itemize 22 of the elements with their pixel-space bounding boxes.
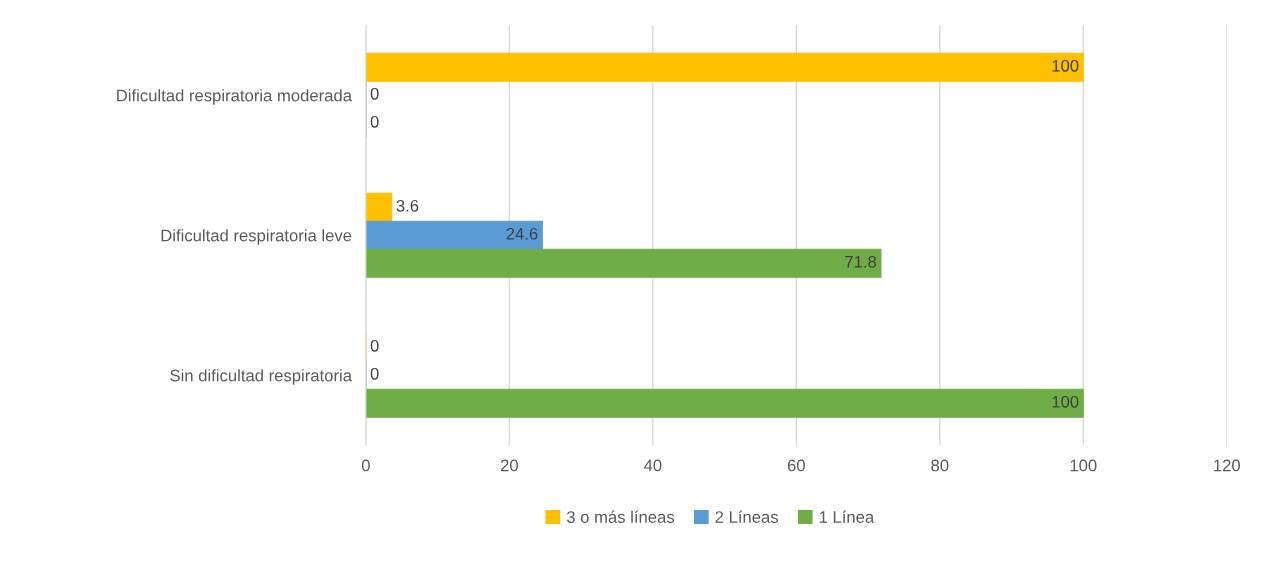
data-label: 100: [1052, 395, 1079, 408]
x-tick-label: 60: [787, 459, 805, 472]
x-tick-label: 80: [931, 459, 949, 472]
x-tick-label: 40: [643, 459, 662, 472]
data-label: 0: [370, 87, 379, 100]
y-tick-label: Sin dificultad respiratoria: [170, 369, 352, 385]
data-label: 24.6: [506, 227, 538, 240]
legend-label: 1 Línea: [819, 510, 875, 523]
x-tick-label: 0: [361, 459, 370, 472]
data-label: 0: [370, 115, 379, 128]
y-tick-label: Dificultad respiratoria moderada: [117, 89, 352, 105]
data-label: 0: [370, 367, 379, 380]
y-tick-label: Dificultad respiratoria leve: [161, 229, 352, 245]
legend-label: 3 o más líneas: [566, 510, 675, 523]
data-label: 3.6: [396, 199, 419, 212]
x-tick-label: 100: [1070, 459, 1097, 472]
x-tick-label: 20: [500, 459, 518, 472]
x-tick-label: 120: [1214, 459, 1241, 472]
data-label: 71.8: [845, 255, 877, 268]
legend-label: 2 Líneas: [715, 510, 778, 523]
data-label: 0: [370, 339, 379, 352]
data-label: 100: [1052, 59, 1079, 72]
